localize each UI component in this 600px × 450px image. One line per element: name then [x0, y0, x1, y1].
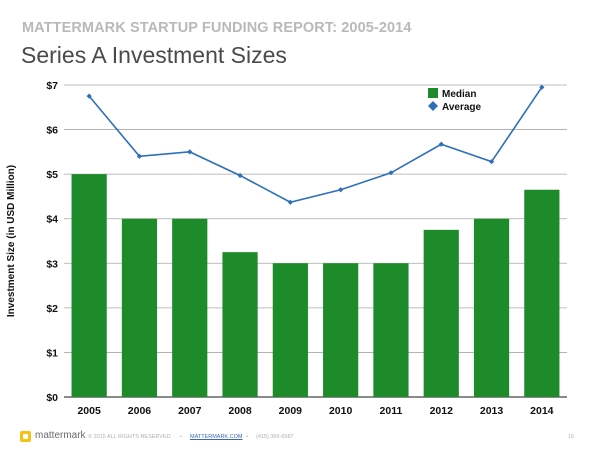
footer-separator: • — [246, 434, 248, 440]
average-point — [136, 153, 143, 159]
footer: mattermark © 2015 ALL RIGHTS RESERVED • … — [0, 428, 600, 450]
bar-median — [172, 218, 208, 397]
x-tick-label: 2009 — [279, 405, 303, 417]
copyright-text: © 2015 ALL RIGHTS RESERVED — [88, 434, 171, 440]
logo-text: mattermark — [35, 430, 86, 441]
average-point — [488, 159, 495, 165]
legend-label-average: Average — [442, 102, 482, 113]
phone-number: (415) 366-6587 — [256, 434, 294, 440]
average-point — [338, 187, 344, 193]
series-a-investment-chart: $0 $1 $2 $3 $4 $5 $6 $7 Investment Size (in USD … — [6, 80, 567, 417]
average-line — [88, 86, 543, 204]
mattermark-logo-icon — [20, 431, 31, 442]
x-tick-label: 2005 — [77, 405, 101, 417]
y-tick-label: $3 — [46, 258, 58, 270]
y-tick-label: $0 — [46, 392, 58, 404]
legend-label-median: Median — [442, 89, 476, 100]
website-link[interactable]: MATTERMARK.COM — [190, 434, 243, 440]
average-point — [539, 84, 545, 90]
y-tick-label: $2 — [46, 303, 58, 315]
legend-swatch-median — [428, 88, 438, 98]
x-tick-label: 2011 — [380, 405, 403, 417]
x-tick-label: 2012 — [430, 405, 454, 417]
page-title: Series A Investment Sizes — [21, 42, 287, 68]
x-tick-label: 2013 — [480, 405, 504, 417]
y-axis-title: Investment Size (in USD Million) — [6, 165, 17, 317]
y-tick-label: $1 — [46, 347, 58, 359]
bar-median — [473, 218, 510, 397]
average-point — [388, 170, 394, 176]
bar-median — [323, 263, 359, 397]
bar-median — [373, 263, 409, 397]
footer-separator: • — [180, 434, 182, 440]
bar-median — [222, 252, 258, 397]
x-tick-label: 2007 — [178, 405, 202, 417]
report-title: MATTERMARK STARTUP FUNDING REPORT: 2005-… — [22, 20, 412, 36]
page-number: 16 — [568, 434, 575, 440]
bar-median — [71, 174, 107, 397]
bar-median — [121, 218, 158, 397]
bar-median — [272, 263, 308, 397]
y-tick-label: $6 — [46, 125, 58, 137]
x-tick-label: 2014 — [530, 405, 554, 417]
average-point — [287, 199, 293, 205]
y-tick-label: $5 — [46, 169, 58, 181]
x-tick-label: 2008 — [228, 405, 252, 417]
average-point — [237, 172, 243, 179]
bar-median — [423, 229, 459, 397]
y-tick-label: $4 — [46, 214, 58, 226]
average-point — [438, 141, 444, 147]
bar-median — [524, 189, 560, 397]
x-tick-label: 2010 — [329, 405, 353, 417]
y-tick-label: $7 — [46, 80, 58, 92]
average-point — [187, 149, 193, 155]
legend-swatch-average — [428, 101, 438, 111]
x-tick-label: 2006 — [128, 405, 152, 417]
average-point — [86, 93, 92, 99]
